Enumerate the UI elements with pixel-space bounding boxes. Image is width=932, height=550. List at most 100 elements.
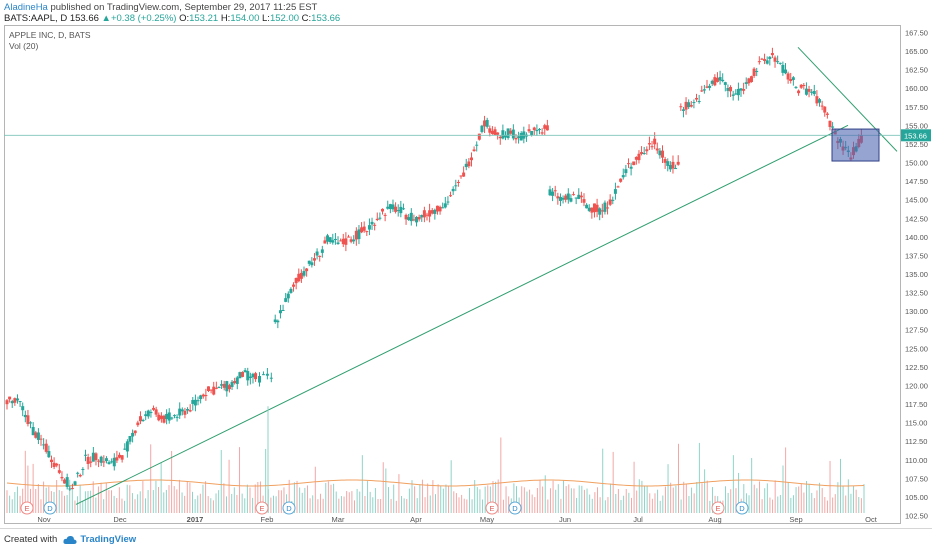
candle-body <box>467 161 471 167</box>
price-axis-label: 112.50 <box>905 437 927 446</box>
candle-body <box>587 207 591 211</box>
candle-body <box>679 106 683 108</box>
candle-body <box>225 381 229 392</box>
candle-body <box>469 157 473 161</box>
time-axis-label: Jul <box>633 515 643 524</box>
candle-body <box>496 132 500 135</box>
candle-body <box>726 88 730 91</box>
resistance-trendline <box>797 46 898 152</box>
earnings-marker <box>711 501 725 515</box>
candle-body <box>297 273 301 282</box>
candle-body <box>396 210 400 212</box>
candle-body <box>47 451 51 458</box>
candle-body <box>757 61 761 63</box>
candle-body <box>538 128 542 130</box>
high-value: 154.00 <box>230 13 260 24</box>
candle-body <box>112 457 116 467</box>
event-marker-label: E <box>715 504 720 513</box>
candle-body <box>299 272 303 279</box>
candle-body <box>797 90 801 94</box>
candle-body <box>744 82 748 84</box>
candle-body <box>149 412 153 414</box>
candle-body <box>341 238 345 245</box>
candle-body <box>248 376 252 379</box>
candle-body <box>650 146 654 148</box>
candle-body <box>608 199 612 205</box>
candle-body <box>286 293 290 299</box>
price-chart[interactable]: 102.50 105.00 107.50 110.00 112.50 115.00 117.… <box>0 0 932 528</box>
candle-body <box>697 101 701 103</box>
candle-body <box>188 410 192 412</box>
up-arrow-icon: ▲ <box>101 13 111 24</box>
candle-body <box>776 61 780 63</box>
candle-body <box>284 298 288 302</box>
tradingview-brand-link[interactable]: TradingView <box>80 534 137 545</box>
candle-body <box>535 129 539 132</box>
candle-body <box>55 463 59 466</box>
candle-body <box>443 203 447 208</box>
price-axis-label: 165.00 <box>905 47 928 56</box>
candle-body <box>141 419 145 422</box>
candle-body <box>676 161 680 165</box>
candle-body <box>265 373 269 376</box>
candle-body <box>175 416 179 418</box>
candle-body <box>768 56 772 60</box>
candle-body <box>433 209 437 214</box>
candle-body <box>825 113 829 115</box>
candle-body <box>519 133 523 141</box>
dividend-marker <box>508 501 522 515</box>
candle-body <box>527 129 531 132</box>
price-axis-label: 125.00 <box>905 344 928 353</box>
candle-body <box>422 210 426 218</box>
support-trendline <box>75 124 849 505</box>
chart-frame[interactable] <box>4 25 901 524</box>
candle-body <box>475 144 479 146</box>
candle-body <box>381 208 385 212</box>
candle-body <box>815 96 819 104</box>
candle-body <box>407 217 411 221</box>
candle-body <box>86 457 90 465</box>
candle-body <box>721 79 725 82</box>
candle-body <box>170 417 174 419</box>
candle-body <box>399 206 403 214</box>
candle-body <box>807 89 811 92</box>
candle-body <box>180 409 184 412</box>
candle-body <box>681 109 685 111</box>
candle-body <box>592 203 596 213</box>
candle-body <box>339 240 343 242</box>
candle-body <box>773 57 777 62</box>
candle-body <box>624 169 628 174</box>
candle-body <box>621 175 625 178</box>
candle-body <box>269 377 273 379</box>
candle-body <box>152 407 156 410</box>
candle-body <box>36 432 40 440</box>
candle-body <box>456 181 460 183</box>
price-axis-label: 110.00 <box>905 456 927 465</box>
candle-body <box>561 197 565 200</box>
candle-body <box>799 84 803 88</box>
candle-body <box>81 468 85 470</box>
candle-body <box>222 383 226 388</box>
candle-body <box>360 227 364 233</box>
dividend-marker <box>43 501 57 515</box>
candle-body <box>94 453 98 461</box>
author-link[interactable]: AladineHa <box>4 2 48 13</box>
candle-body <box>789 79 793 81</box>
candle-body <box>415 216 419 223</box>
candle-body <box>310 262 314 266</box>
candle-body <box>501 130 505 139</box>
candle-body <box>778 62 782 64</box>
candle-body <box>352 239 356 242</box>
price-axis-label: 147.50 <box>905 177 928 186</box>
candle-body <box>710 80 714 84</box>
candle-body <box>582 199 586 203</box>
candle-body <box>430 210 434 214</box>
candle-body <box>783 69 787 74</box>
candle-body <box>307 260 311 264</box>
candle-body <box>97 460 101 462</box>
candle-body <box>718 77 722 81</box>
candle-body <box>157 414 161 421</box>
candle-body <box>503 135 507 138</box>
candle-body <box>318 255 322 257</box>
candle-body <box>616 186 620 188</box>
